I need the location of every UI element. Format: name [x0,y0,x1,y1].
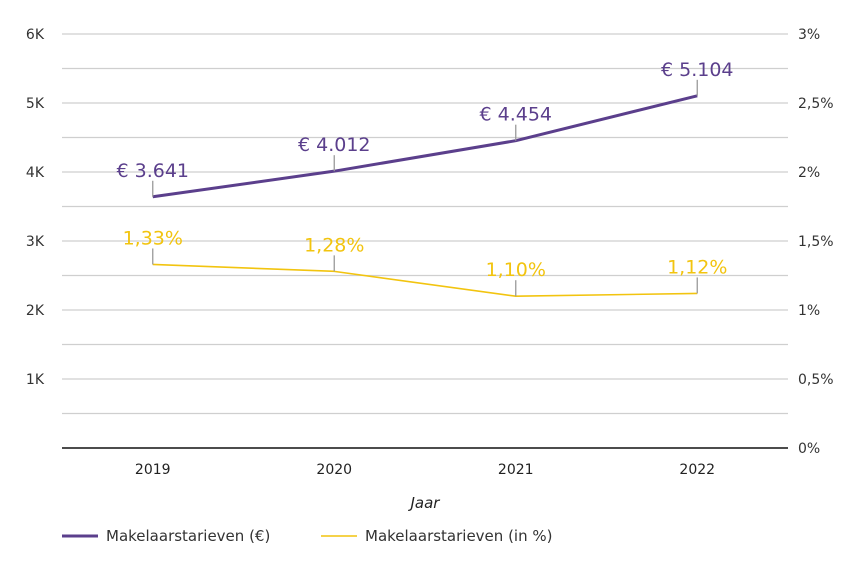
x-tick-label: 2019 [135,462,171,478]
x-tick-label: 2021 [498,462,534,478]
series-1: € 3.641 € 4.012 € 4.454 € 5.104 [116,59,734,199]
left-tick-label: 1K [26,372,45,388]
left-tick-label: 6K [26,27,45,43]
right-tick-label: 3% [798,27,820,43]
right-tick-label: 2,5% [798,96,834,112]
left-tick-label: 5K [26,96,45,112]
right-tick-label: 1,5% [798,234,834,250]
series-2: 1,33% 1,28% 1,10% 1,12% [123,227,727,298]
left-axis-ticks: 6K 5K 4K 3K 2K 1K [26,27,45,388]
left-tick-label: 3K [26,234,45,250]
right-tick-label: 0,5% [798,372,834,388]
right-tick-label: 0% [798,441,820,457]
left-tick-label: 2K [26,303,45,319]
data-label: € 4.012 [298,134,371,156]
right-tick-label: 1% [798,303,820,319]
right-tick-label: 2% [798,165,820,181]
data-label: € 4.454 [479,104,552,126]
x-tick-label: 2020 [316,462,352,478]
series-line [152,263,698,298]
x-axis-label: Jaar [408,494,441,512]
data-label: € 5.104 [661,59,734,81]
data-label: 1,33% [123,227,183,249]
x-tick-label: 2022 [679,462,715,478]
data-label: 1,28% [304,234,364,256]
x-axis-ticks: 2019 2020 2021 2022 [135,462,715,478]
data-label: 1,12% [667,256,727,278]
legend-label: Makelaarstarieven (€) [106,527,270,545]
right-axis-ticks: 3% 2,5% 2% 1,5% 1% 0,5% 0% [798,27,834,457]
data-label: 1,10% [486,259,546,281]
data-label: € 3.641 [116,160,189,182]
gridlines [62,33,788,415]
left-tick-label: 4K [26,165,45,181]
legend: Makelaarstarieven (€) Makelaarstarieven (… [62,527,552,545]
legend-label: Makelaarstarieven (in %) [365,527,552,545]
series-line [152,94,698,199]
